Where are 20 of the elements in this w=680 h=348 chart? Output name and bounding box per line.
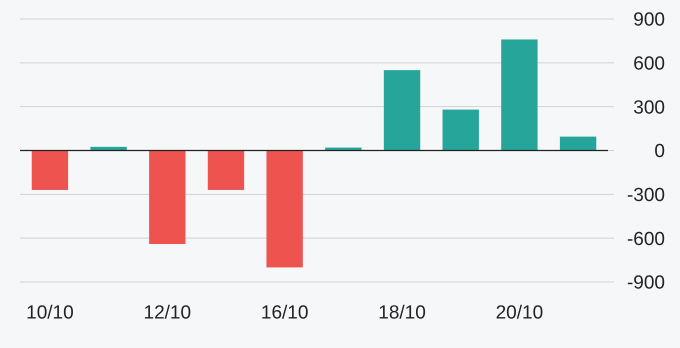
bar	[442, 110, 479, 150]
y-tick-label: -300	[626, 184, 665, 206]
bar	[208, 150, 244, 190]
y-tick-label: -900	[626, 272, 665, 294]
x-tick-label: 18/10	[378, 302, 426, 324]
x-tick-label: 16/10	[260, 302, 308, 324]
y-tick-label: -600	[626, 228, 665, 250]
bar	[384, 70, 420, 150]
bar	[32, 150, 68, 190]
y-tick-label: 600	[633, 53, 665, 74]
x-tick-label: 10/10	[26, 302, 74, 324]
bar	[149, 150, 186, 244]
y-tick-label: 900	[633, 10, 665, 31]
x-tick-label: 12/10	[144, 302, 192, 324]
y-tick-label: 300	[633, 97, 665, 118]
y-tick-label: 0	[654, 141, 665, 162]
bar	[266, 150, 303, 268]
x-tick-label: 20/10	[496, 302, 544, 324]
bar	[501, 39, 538, 150]
bar	[560, 136, 596, 150]
